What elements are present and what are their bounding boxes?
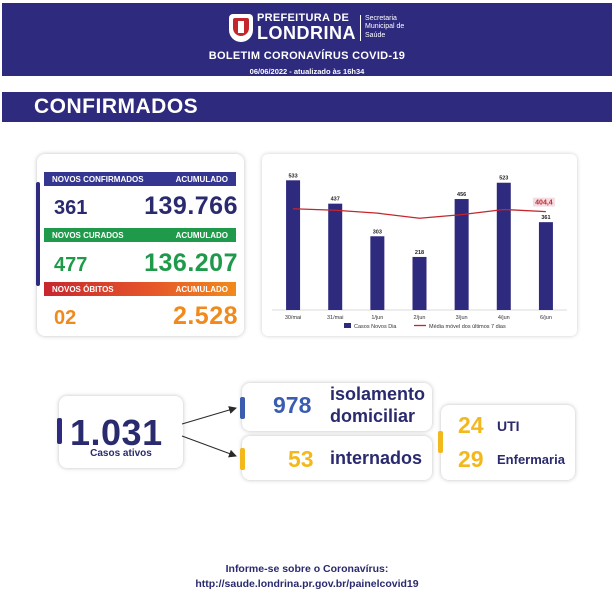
chart-card: 533 30/mai 437 31/mai 303 1/jun 218 2/jun 456 3/j… xyxy=(262,154,577,336)
bar-0 xyxy=(286,180,301,310)
footer-info-text: Informe-se sobre o Coronavírus: xyxy=(225,563,389,575)
icu-label: UTI xyxy=(497,418,520,434)
bar-value-label: 303 xyxy=(373,229,382,235)
brand-logo: PREFEITURA DE LONDRINA Secretaria Munici… xyxy=(229,13,404,42)
deaths-label: NOVOS ÓBITOS xyxy=(52,284,114,294)
section-title: CONFIRMADOS xyxy=(34,95,199,118)
bar-value-label: 456 xyxy=(457,192,466,198)
bulletin-title: BOLETIM CORONAVÍRUS COVID-19 xyxy=(208,50,406,62)
hospitalized-label: internados xyxy=(330,448,423,468)
brand-main-text: LONDRINA xyxy=(257,23,356,43)
ward-value: 29 xyxy=(458,446,484,472)
hospitalized-accent-bar xyxy=(240,448,245,470)
legend-bar-swatch xyxy=(344,323,351,328)
bar-1 xyxy=(328,203,343,310)
cured-values: 477 136.207 xyxy=(44,249,238,278)
confirmed-new-value: 361 xyxy=(54,197,88,219)
bulletin-date: 06/06/2022 - atualizado às 16h34 xyxy=(249,67,365,76)
brand-sub-line: Secretaria xyxy=(365,15,397,23)
cured-header-bar: NOVOS CURADOS ACUMULADO xyxy=(44,228,236,242)
x-tick-label: 30/mai xyxy=(285,315,302,321)
brand-divider xyxy=(360,14,361,41)
isolation-value: 978 xyxy=(273,392,312,418)
isolation-accent-bar xyxy=(240,397,245,419)
bar-value-label: 361 xyxy=(541,215,550,221)
cases-chart: 533 30/mai 437 31/mai 303 1/jun 218 2/jun 456 3/j… xyxy=(272,173,567,330)
isolation-label: isolamento domiciliar xyxy=(330,384,425,427)
isolation-card xyxy=(242,383,432,431)
cured-acc-label: ACUMULADO xyxy=(175,230,228,240)
bar-value-label: 523 xyxy=(499,176,508,182)
section-banner: CONFIRMADOS xyxy=(2,92,612,122)
hospital-breakdown-card xyxy=(441,405,575,480)
cured-new-value: 477 xyxy=(54,254,88,276)
city-crest-icon xyxy=(229,13,253,42)
bar-5 xyxy=(496,182,511,310)
hospitalized-value: 53 xyxy=(288,446,314,472)
active-cases-card xyxy=(59,396,183,468)
x-tick-label: 6/jun xyxy=(540,315,552,321)
x-tick-label: 2/jun xyxy=(414,315,426,321)
split-arrows-icon xyxy=(181,406,237,458)
brand-top-text: PREFEITURA DE xyxy=(257,12,350,24)
bar-value-label: 533 xyxy=(288,173,297,179)
deaths-values: 02 2.528 xyxy=(44,302,238,331)
bar-value-label: 218 xyxy=(415,250,424,256)
x-tick-label: 4/jun xyxy=(498,315,510,321)
bar-value-label: 437 xyxy=(331,197,340,203)
x-tick-label: 3/jun xyxy=(456,315,468,321)
legend-bar-label: Casos Novos Dia xyxy=(354,324,397,330)
deaths-total-value: 2.528 xyxy=(172,302,238,330)
cured-label: NOVOS CURADOS xyxy=(52,230,124,240)
x-tick-label: 31/mai xyxy=(327,315,344,321)
x-tick-label: 1/jun xyxy=(371,315,383,321)
confirmed-acc-label: ACUMULADO xyxy=(175,174,228,184)
header-banner: PREFEITURA DE LONDRINA Secretaria Munici… xyxy=(2,3,612,76)
bar-3 xyxy=(412,256,427,310)
bar-4 xyxy=(454,199,469,310)
deaths-new-value: 02 xyxy=(54,307,77,329)
hospitalized-card xyxy=(242,436,432,480)
bar-2 xyxy=(370,236,385,310)
average-highlight-label: 404,4 xyxy=(535,200,553,207)
confirmed-values: 361 139.766 xyxy=(44,192,238,221)
confirmed-header-bar: NOVOS CONFIRMADOS ACUMULADO xyxy=(44,172,236,186)
deaths-acc-label: ACUMULADO xyxy=(175,284,228,294)
isolation-label-line-1: isolamento xyxy=(330,384,426,404)
hospital-accent-bar xyxy=(438,431,443,453)
brand-sub-line: Saúde xyxy=(365,31,386,39)
average-highlight-box xyxy=(532,197,555,207)
stats-accent-bar xyxy=(36,182,40,286)
legend-line-label: Média móvel dos últimos 7 dias xyxy=(429,324,506,330)
brand-subtitle: Secretaria Municipal de Saúde xyxy=(365,15,404,39)
brand-sub-line: Municipal de xyxy=(365,23,405,31)
ward-label: Enfermaria xyxy=(497,452,565,467)
active-cases-label: Casos ativos xyxy=(90,448,152,459)
moving-average-line xyxy=(293,208,546,219)
cured-total-value: 136.207 xyxy=(144,249,238,277)
isolation-label-line-2: domiciliar xyxy=(330,405,416,426)
active-accent-bar xyxy=(57,418,62,444)
bar-6 xyxy=(538,222,553,310)
confirmed-total-value: 139.766 xyxy=(144,192,238,220)
confirmed-label: NOVOS CONFIRMADOS xyxy=(52,174,144,184)
footer-link[interactable]: http://saude.londrina.pr.gov.br/painelco… xyxy=(195,578,419,590)
active-cases-value: 1.031 xyxy=(70,412,163,453)
icu-value: 24 xyxy=(458,412,484,438)
deaths-header-bar: NOVOS ÓBITOS ACUMULADO xyxy=(44,282,236,296)
